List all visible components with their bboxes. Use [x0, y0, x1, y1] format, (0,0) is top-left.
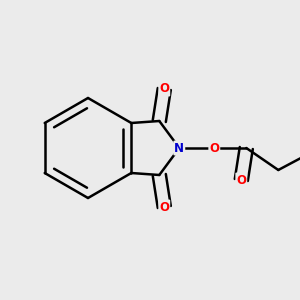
Text: O: O — [209, 142, 219, 154]
Text: O: O — [236, 173, 246, 187]
Text: O: O — [159, 82, 169, 95]
Text: O: O — [159, 200, 169, 214]
Text: N: N — [174, 142, 184, 154]
